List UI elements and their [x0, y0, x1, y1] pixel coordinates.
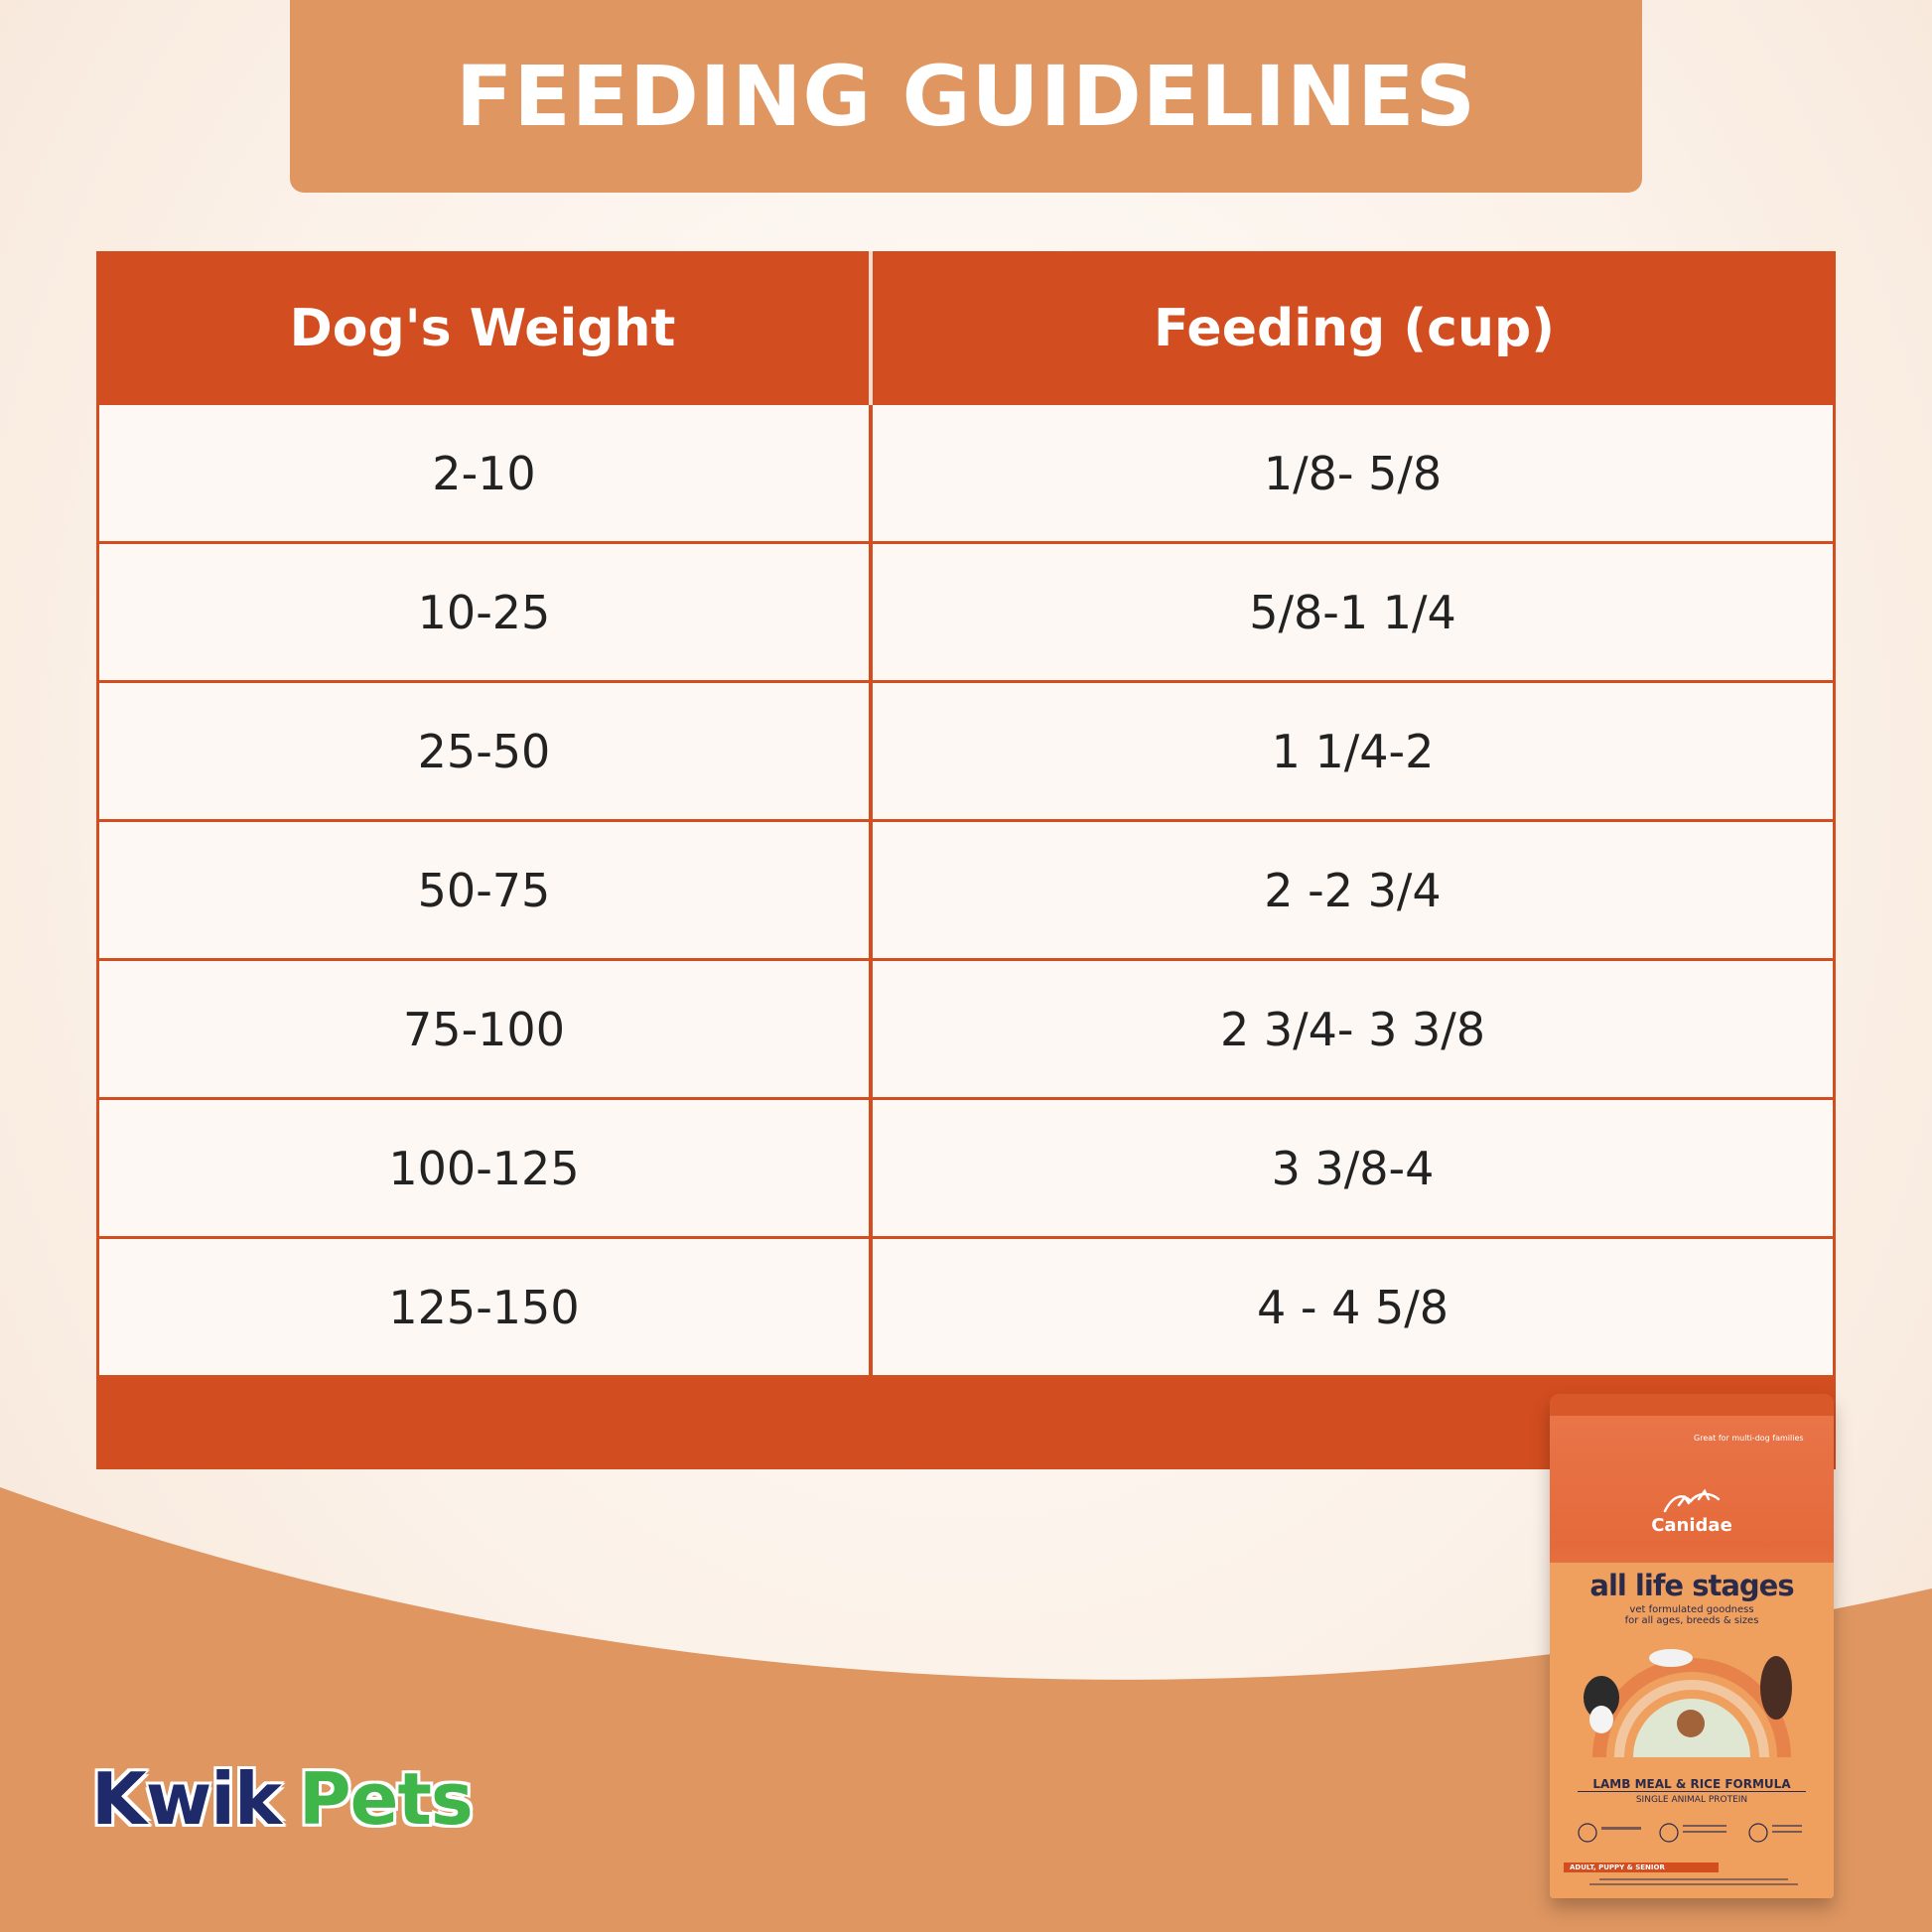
title-banner: FEEDING GUIDELINES [290, 0, 1642, 193]
feeding-cell: 5/8-1 1/4 [873, 544, 1833, 680]
feeding-cell: 2 -2 3/4 [873, 822, 1833, 958]
bag-sub-line1: vet formulated goodness [1629, 1604, 1754, 1615]
feeding-cell: 1 1/4-2 [873, 683, 1833, 819]
product-bag-image: Great for multi-dog families Canidae all… [1550, 1394, 1834, 1898]
weight-cell: 10-25 [99, 544, 869, 680]
feeding-cell: 2 3/4- 3 3/8 [873, 961, 1833, 1097]
table-row: 75-100 2 3/4- 3 3/8 [99, 961, 1833, 1097]
weight-cell: 75-100 [99, 961, 869, 1097]
logo-text-pets: Pets [298, 1757, 474, 1841]
weight-cell: 2-10 [99, 405, 869, 541]
table-row: 2-10 1/8- 5/8 [99, 405, 1833, 541]
bag-subheadline: vet formulated goodness for all ages, br… [1550, 1604, 1834, 1626]
bag-tagline: Great for multi-dog families [1694, 1434, 1804, 1443]
weight-cell: 100-125 [99, 1100, 869, 1236]
header-dogs-weight: Dog's Weight [289, 298, 676, 358]
table-header: Dog's Weight Feeding (cup) [96, 251, 1836, 405]
bag-sub-line2: for all ages, breeds & sizes [1624, 1615, 1759, 1626]
header-divider [869, 251, 873, 405]
bag-brand-name: Canidae [1651, 1515, 1732, 1536]
bag-formula: LAMB MEAL & RICE FORMULA [1592, 1777, 1791, 1791]
table-row: 125-150 4 - 4 5/8 [99, 1239, 1833, 1375]
weight-cell: 125-150 [99, 1239, 869, 1375]
bag-feature-icons [1578, 1823, 1802, 1843]
table-row: 50-75 2 -2 3/4 [99, 822, 1833, 958]
bag-stage-band: ADULT, PUPPY & SENIOR [1564, 1863, 1719, 1872]
bag-fine-print [1589, 1878, 1798, 1885]
header-feeding-cup: Feeding (cup) [1154, 298, 1555, 358]
bag-divider [1578, 1791, 1806, 1792]
table-row: 100-125 3 3/8-4 [99, 1100, 1833, 1236]
page-title: FEEDING GUIDELINES [455, 48, 1477, 145]
feeding-cell: 4 - 4 5/8 [873, 1239, 1833, 1375]
bag-seal [1550, 1394, 1834, 1416]
feeding-cell: 1/8- 5/8 [873, 405, 1833, 541]
canidae-logo-icon [1663, 1488, 1721, 1513]
feeding-cell: 3 3/8-4 [873, 1100, 1833, 1236]
dogs-illustration [1584, 1649, 1792, 1757]
table-row: 25-50 1 1/4-2 [99, 683, 1833, 819]
table-row: 10-25 5/8-1 1/4 [99, 544, 1833, 680]
bag-headline: all life stages [1589, 1569, 1794, 1602]
feeding-table: Dog's Weight Feeding (cup) 2-10 1/8- 5/8… [96, 251, 1836, 1469]
weight-cell: 50-75 [99, 822, 869, 958]
logo-text-kwik: Kwik [90, 1756, 284, 1843]
weight-cell: 25-50 [99, 683, 869, 819]
bag-protein: SINGLE ANIMAL PROTEIN [1635, 1795, 1748, 1805]
kwik-pets-logo: Kwik Pets [90, 1756, 474, 1843]
